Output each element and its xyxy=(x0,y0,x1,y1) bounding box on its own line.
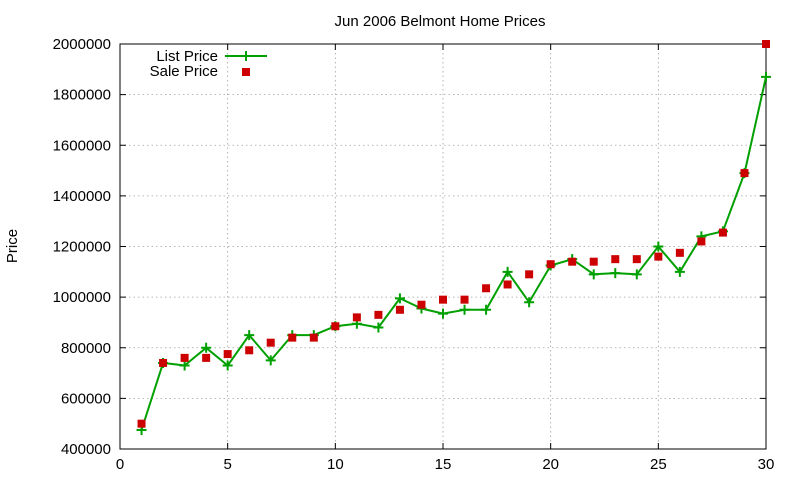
y-tick-label: 600000 xyxy=(61,390,111,407)
point-list-price xyxy=(265,355,276,366)
point-sale-price xyxy=(568,257,577,266)
point-sale-price xyxy=(740,169,749,178)
point-list-price xyxy=(222,360,233,371)
y-axis-label: Price xyxy=(4,229,21,263)
y-tick-label: 1800000 xyxy=(53,87,111,104)
y-tick-label: 2000000 xyxy=(53,36,111,53)
grid-lines xyxy=(120,44,766,449)
point-sale-price xyxy=(482,284,491,293)
x-tick-label: 15 xyxy=(435,456,452,473)
y-tick-label: 1400000 xyxy=(53,188,111,205)
point-sale-price xyxy=(395,305,404,314)
y-tick-label: 1200000 xyxy=(53,239,111,256)
y-tick-label: 400000 xyxy=(61,441,111,458)
point-sale-price xyxy=(460,295,469,304)
point-sale-price xyxy=(202,353,211,362)
x-tick-label: 20 xyxy=(542,456,559,473)
point-list-price xyxy=(459,304,470,315)
point-sale-price xyxy=(697,237,706,246)
point-list-price xyxy=(394,293,405,304)
x-tick-label: 30 xyxy=(758,456,775,473)
y-tick-label: 1600000 xyxy=(53,137,111,154)
legend-label-list-price: List Price xyxy=(156,48,218,65)
point-sale-price xyxy=(762,40,770,48)
point-list-price xyxy=(201,342,212,353)
point-list-price xyxy=(610,268,621,279)
point-sale-price xyxy=(611,255,620,264)
point-list-price xyxy=(481,304,492,315)
point-sale-price xyxy=(309,333,318,342)
point-sale-price xyxy=(417,300,426,309)
point-list-price xyxy=(761,71,771,82)
point-list-price xyxy=(244,330,255,341)
x-tick-label: 25 xyxy=(650,456,667,473)
point-sale-price xyxy=(245,346,254,355)
point-sale-price xyxy=(288,333,297,342)
point-sale-price xyxy=(546,260,555,269)
legend-marker-sale-price xyxy=(242,68,250,76)
point-sale-price xyxy=(374,310,383,319)
point-list-price xyxy=(653,241,664,252)
point-sale-price xyxy=(589,257,598,266)
x-tick-label: 0 xyxy=(116,456,124,473)
point-list-price xyxy=(373,322,384,333)
point-sale-price xyxy=(266,338,275,347)
series-line-list-price xyxy=(140,76,767,431)
point-list-price xyxy=(438,308,448,319)
point-list-price xyxy=(179,360,190,371)
point-sale-price xyxy=(223,350,232,359)
point-list-price xyxy=(674,266,685,277)
legend: List Price Sale Price xyxy=(150,48,267,80)
point-sale-price xyxy=(137,419,146,428)
y-tick-label: 800000 xyxy=(61,340,111,357)
x-tick-label: 5 xyxy=(223,456,231,473)
point-sale-price xyxy=(654,252,663,261)
point-sale-price xyxy=(439,295,447,304)
series-layer xyxy=(136,40,771,436)
point-sale-price xyxy=(180,353,189,362)
chart-title: Jun 2006 Belmont Home Prices xyxy=(335,13,546,30)
point-list-price xyxy=(631,269,642,280)
point-sale-price xyxy=(352,313,361,322)
x-tick-label: 10 xyxy=(327,456,344,473)
axis-ticks: 400000 600000 800000 1000000 1200000 1400000 1… xyxy=(53,36,775,473)
point-sale-price xyxy=(331,322,340,331)
point-sale-price xyxy=(718,228,727,237)
legend-label-sale-price: Sale Price xyxy=(150,63,218,80)
point-list-price xyxy=(502,266,513,277)
point-list-price xyxy=(588,269,599,280)
point-list-price xyxy=(524,297,535,308)
y-tick-label: 1000000 xyxy=(53,289,111,306)
point-sale-price xyxy=(525,270,534,279)
point-sale-price xyxy=(159,358,168,367)
point-sale-price xyxy=(675,248,684,257)
point-sale-price xyxy=(503,280,512,289)
point-sale-price xyxy=(632,255,641,264)
legend-marker-list-price xyxy=(241,51,251,61)
